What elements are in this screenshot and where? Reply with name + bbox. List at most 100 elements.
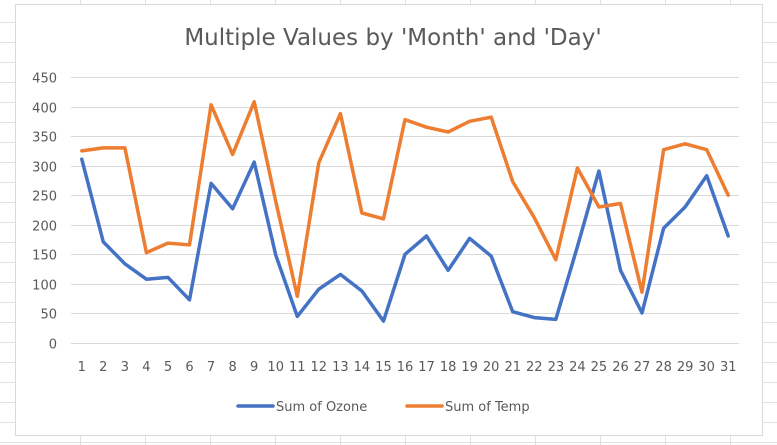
data-point	[122, 145, 128, 151]
x-tick-label: 3	[121, 360, 129, 375]
data-point	[143, 250, 149, 256]
data-point	[424, 233, 430, 239]
data-point	[488, 114, 494, 120]
x-tick-label: 21	[504, 360, 521, 375]
data-point	[661, 147, 667, 153]
data-point	[208, 102, 214, 108]
series-2	[79, 99, 731, 299]
x-tick-label: 15	[375, 360, 392, 375]
data-point	[661, 225, 667, 231]
y-tick-label: 50	[40, 308, 57, 323]
x-tick-label: 20	[483, 360, 500, 375]
y-tick-label: 0	[49, 338, 57, 353]
x-tick-label: 13	[332, 360, 349, 375]
series-1	[79, 156, 731, 324]
data-point	[187, 242, 193, 248]
x-tick-label: 19	[461, 360, 478, 375]
data-point	[100, 145, 106, 151]
x-tick-label: 4	[142, 360, 150, 375]
data-point	[79, 156, 85, 162]
data-point	[402, 117, 408, 123]
data-point	[402, 251, 408, 257]
x-axis: 1 2 3 4 5 6 7 8 9 10 11 12 13 14 15 16 17 18 19 20 21 22 23 24 2…	[78, 360, 737, 375]
data-point	[294, 293, 300, 299]
data-point	[187, 297, 193, 303]
x-tick-label: 1	[78, 360, 86, 375]
data-point	[639, 310, 645, 316]
data-point	[704, 147, 710, 153]
data-point	[359, 210, 365, 216]
data-point	[510, 309, 516, 315]
data-point	[682, 141, 688, 147]
y-tick-label: 350	[32, 131, 57, 146]
data-point	[488, 253, 494, 259]
data-point	[553, 257, 559, 263]
x-tick-label: 9	[250, 360, 258, 375]
x-tick-label: 18	[440, 360, 457, 375]
data-point	[445, 129, 451, 135]
y-tick-label: 450	[32, 72, 57, 87]
data-point	[531, 315, 537, 321]
data-point	[316, 160, 322, 166]
chart-area[interactable]: Multiple Values by 'Month' and 'Day' 0 50…	[15, 4, 763, 436]
x-tick-label: 6	[185, 360, 193, 375]
y-tick-label: 250	[32, 190, 57, 205]
data-point	[143, 276, 149, 282]
data-point	[337, 111, 343, 117]
x-tick-label: 7	[207, 360, 215, 375]
data-point	[596, 168, 602, 174]
x-tick-label: 17	[418, 360, 435, 375]
data-point	[381, 216, 387, 222]
x-tick-label: 11	[289, 360, 306, 375]
x-tick-label: 26	[612, 360, 629, 375]
data-point	[725, 233, 731, 239]
y-tick-label: 400	[32, 102, 57, 117]
x-tick-label: 12	[311, 360, 328, 375]
data-point	[100, 239, 106, 245]
data-point	[618, 201, 624, 207]
legend: Sum of Ozone Sum of Temp	[236, 400, 530, 415]
data-point	[316, 286, 322, 292]
x-tick-label: 5	[164, 360, 172, 375]
data-point	[467, 118, 473, 124]
legend-item: Sum of Ozone	[236, 400, 367, 415]
data-point	[337, 271, 343, 277]
x-tick-label: 29	[677, 360, 694, 375]
x-tick-label: 31	[720, 360, 737, 375]
data-point	[725, 192, 731, 198]
y-tick-label: 100	[32, 279, 57, 294]
data-point	[79, 148, 85, 154]
data-point	[359, 288, 365, 294]
x-tick-label: 23	[548, 360, 565, 375]
data-point	[618, 267, 624, 273]
data-point	[294, 313, 300, 319]
x-tick-label: 28	[655, 360, 672, 375]
data-point	[122, 261, 128, 267]
data-point	[165, 240, 171, 246]
y-tick-label: 200	[32, 220, 57, 235]
x-tick-label: 24	[569, 360, 586, 375]
legend-label: Sum of Temp	[445, 400, 530, 415]
data-point	[381, 318, 387, 324]
y-tick-label: 150	[32, 249, 57, 264]
x-tick-label: 22	[526, 360, 543, 375]
data-point	[510, 179, 516, 185]
data-point	[682, 204, 688, 210]
chart-title: Multiple Values by 'Month' and 'Day'	[184, 25, 601, 51]
data-point	[467, 235, 473, 241]
data-point	[165, 274, 171, 280]
legend-label: Sum of Ozone	[276, 400, 367, 415]
data-point	[531, 215, 537, 221]
data-point	[251, 99, 257, 105]
x-tick-label: 30	[698, 360, 715, 375]
data-point	[251, 159, 257, 165]
x-tick-label: 14	[354, 360, 371, 375]
y-tick-label: 300	[32, 161, 57, 176]
x-tick-label: 10	[267, 360, 284, 375]
series-line	[80, 157, 730, 323]
y-axis: 0 50 100 150 200 250 300 350 400 450	[32, 72, 57, 353]
data-point	[574, 165, 580, 171]
line-chart: Multiple Values by 'Month' and 'Day' 050…	[32, 25, 739, 415]
data-point	[445, 267, 451, 273]
x-tick-label: 27	[634, 360, 651, 375]
